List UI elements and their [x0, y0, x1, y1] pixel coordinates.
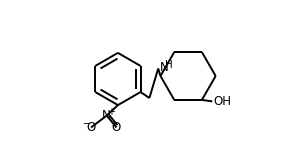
Text: N: N: [159, 61, 168, 74]
Text: N: N: [103, 109, 111, 122]
Text: +: +: [107, 107, 115, 117]
Text: O: O: [87, 121, 96, 134]
Text: OH: OH: [213, 95, 231, 108]
Text: H: H: [165, 60, 173, 70]
Text: −: −: [83, 119, 91, 129]
Text: O: O: [112, 121, 121, 134]
